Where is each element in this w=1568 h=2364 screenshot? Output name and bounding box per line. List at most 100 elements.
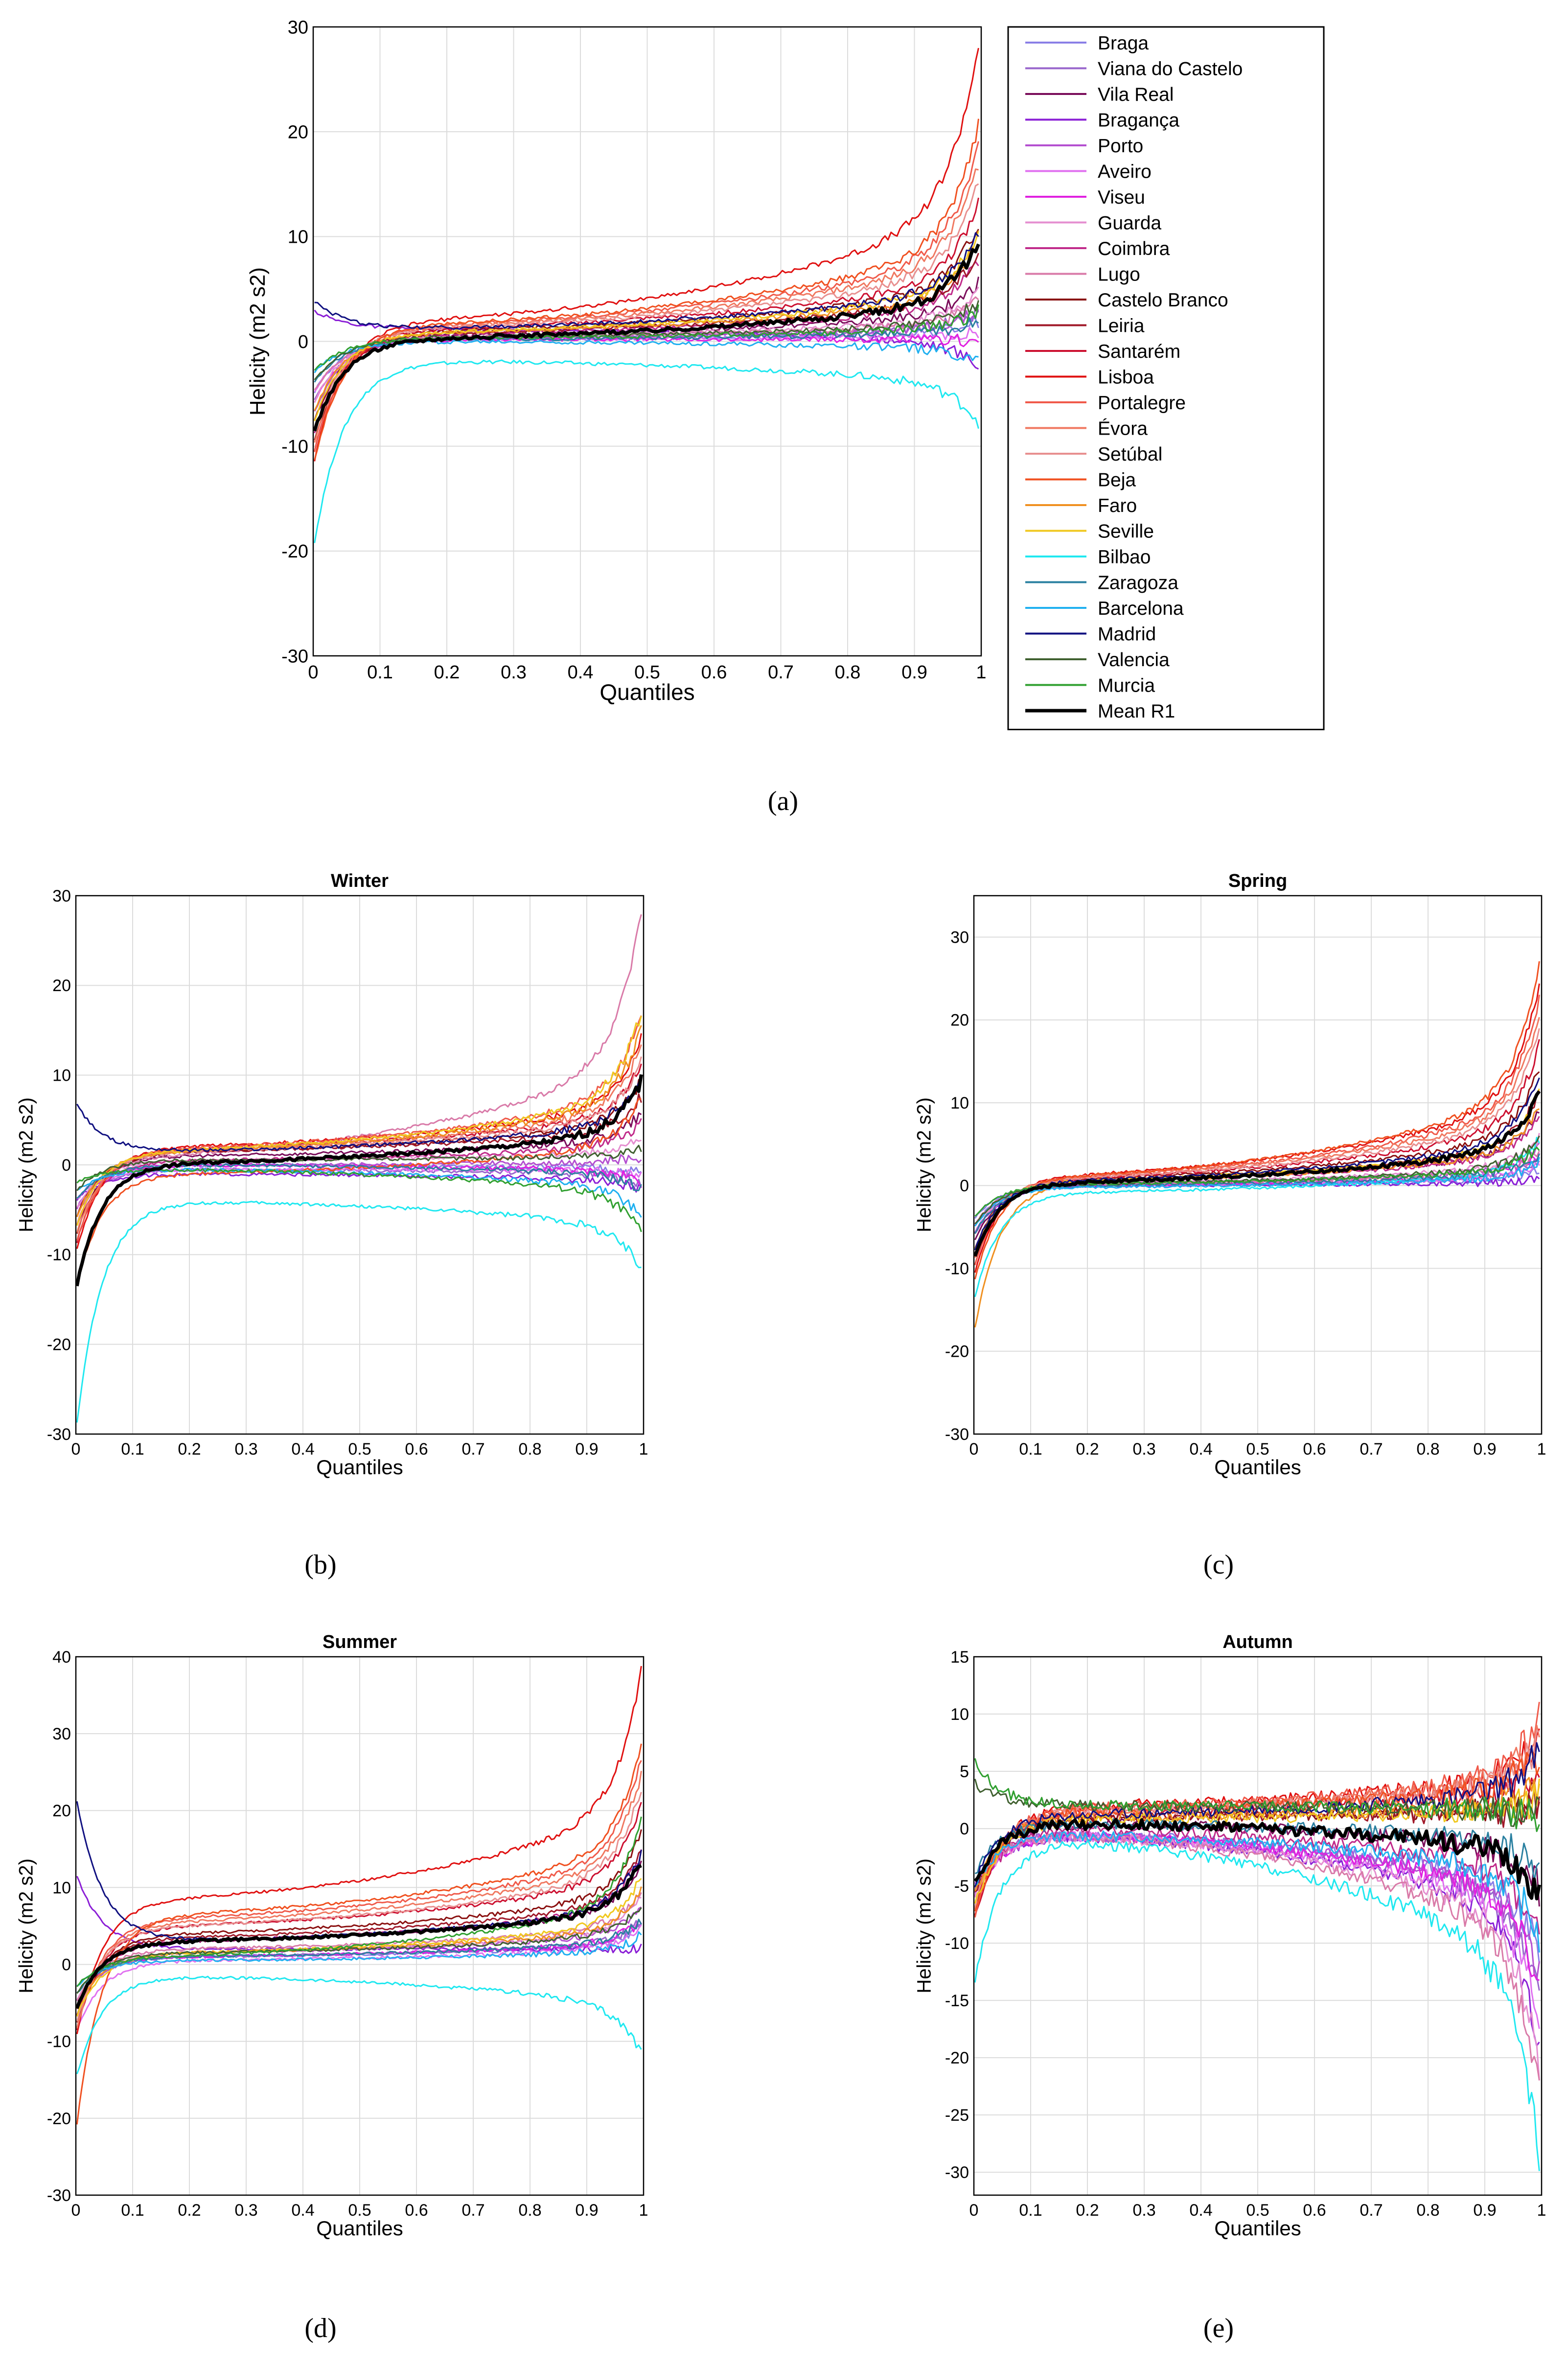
y-axis-label: Helicity (m2 s2) [246, 267, 270, 416]
legend-item: Lugo [1025, 264, 1140, 285]
legend-label: Vila Real [1098, 84, 1174, 105]
legend-item: Barcelona [1025, 598, 1184, 619]
x-tick-label: 0.3 [234, 1440, 257, 1459]
y-axis-label: Helicity (m2 s2) [16, 1858, 37, 1993]
x-tick-label: 0 [71, 2201, 81, 2220]
x-tick-label: 0.1 [1019, 1440, 1042, 1459]
series-line-seville [974, 1778, 1540, 1904]
legend-item: Coimbra [1025, 238, 1170, 259]
x-tick-label: 0.3 [234, 2201, 257, 2220]
x-tick-label: 1 [1537, 1440, 1546, 1459]
chart-panels: 0 0.1 0.2 0.3 0.4 0.5 0.6 0.7 0.8 0.9 1 -30 -20 -10 0 1… [16, 17, 1546, 2240]
x-tick-label: 0.2 [434, 662, 460, 683]
x-tick-label: 0.7 [461, 1440, 484, 1459]
y-tick-label: 5 [960, 1762, 969, 1781]
x-tick-label: 0.4 [1189, 1440, 1212, 1459]
y-tick-label: -10 [945, 1934, 969, 1953]
legend-item: Castelo Branco [1025, 290, 1228, 311]
series-line-madrid [76, 1076, 642, 1152]
x-tick-label: 0.9 [575, 2201, 598, 2220]
series-line-portalegre [76, 1760, 642, 2028]
y-tick-label: -10 [281, 437, 308, 457]
series-group [974, 961, 1541, 1328]
x-tick-label: 0.5 [348, 1440, 371, 1459]
legend-item: Bilbao [1025, 547, 1151, 568]
x-tick-label: 0.1 [121, 1440, 144, 1459]
y-tick-label: 30 [52, 1725, 71, 1743]
series-line-seville [314, 231, 979, 421]
legend-label: Viana do Castelo [1098, 59, 1243, 80]
series-line-barcelona [974, 1157, 1540, 1227]
x-tick-label: 0.5 [348, 2201, 371, 2220]
legend-label: Coimbra [1098, 238, 1170, 259]
x-tick-label: 0.6 [1303, 2201, 1326, 2220]
series-line--vora [314, 168, 979, 443]
series-line-set-bal [76, 1056, 642, 1225]
series-line-mean-r1 [76, 1864, 642, 2009]
y-tick-label: 20 [52, 976, 71, 995]
x-tick-label: 0.8 [518, 1440, 541, 1459]
legend-item: Porto [1025, 136, 1143, 157]
axes-frame [973, 895, 1543, 1435]
legend-label: Beja [1098, 470, 1136, 491]
y-tick-label: -30 [945, 2163, 969, 2182]
x-axis-label: Quantiles [316, 1456, 403, 1479]
legend-label: Mean R1 [1098, 701, 1175, 722]
series-group [76, 914, 643, 1423]
legend-item: Lisboa [1025, 367, 1154, 388]
panel-d: 0 0.1 0.2 0.3 0.4 0.5 0.6 0.7 0.8 0.9 1 -30 -20 -10 0 1… [16, 1632, 648, 2240]
legend-item: Beja [1025, 470, 1136, 491]
series-line-bilbao [314, 359, 979, 543]
x-tick-label: 1 [639, 2201, 648, 2220]
series-line-murcia [974, 1758, 1540, 1832]
x-tick-label: 1 [976, 662, 986, 683]
legend-label: Madrid [1098, 624, 1156, 645]
legend-label: Viseu [1098, 187, 1145, 208]
x-tick-label: 0 [308, 662, 318, 683]
axes-frame [312, 26, 982, 657]
series-line-murcia [76, 1168, 642, 1232]
x-tick-label: 0.2 [1076, 2201, 1099, 2220]
legend-label: Évora [1098, 418, 1148, 440]
x-tick-label: 0.4 [1189, 2201, 1212, 2220]
y-tick-label: -30 [281, 646, 308, 667]
series-line--vora [76, 1771, 642, 2029]
y-axis-label: Helicity (m2 s2) [16, 1097, 37, 1232]
x-tick-label: 0.6 [701, 662, 727, 683]
x-tick-label: 0.9 [901, 662, 927, 683]
legend-item: Madrid [1025, 624, 1156, 645]
legend-item: Faro [1025, 495, 1137, 516]
y-tick-label: -10 [47, 2033, 71, 2051]
y-tick-label: -25 [945, 2106, 969, 2125]
legend-item: Setúbal [1025, 444, 1162, 465]
series-line-murcia [76, 1816, 642, 1987]
series-line-lisboa [76, 1666, 642, 2035]
y-tick-label: 10 [950, 1705, 969, 1724]
caption-c: (c) [1203, 1550, 1234, 1580]
series-line-beja [314, 118, 979, 460]
series-line-castelo-branco [76, 1829, 642, 2023]
y-tick-label: -10 [47, 1246, 71, 1264]
x-axis-label: Quantiles [316, 2217, 403, 2240]
y-tick-label: 0 [298, 332, 308, 352]
x-tick-label: 0.8 [1416, 2201, 1439, 2220]
legend-item: Aveiro [1025, 162, 1152, 183]
series-line-vila-real [76, 1112, 642, 1217]
y-tick-label: -20 [47, 1336, 71, 1354]
legend-item: Zaragoza [1025, 573, 1178, 594]
series-line-bilbao [974, 1136, 1540, 1298]
caption-b: (b) [304, 1550, 336, 1580]
legend-label: Braga [1098, 33, 1149, 54]
series-line-beja [974, 961, 1540, 1279]
panel-a: 0 0.1 0.2 0.3 0.4 0.5 0.6 0.7 0.8 0.9 1 -30 -20 -10 0 1… [246, 17, 986, 705]
x-tick-label: 0.5 [1246, 2201, 1269, 2220]
x-tick-label: 0.1 [1019, 2201, 1042, 2220]
legend-label: Seville [1098, 521, 1154, 542]
series-line-mean-r1 [313, 243, 980, 432]
series-line-aveiro [77, 1166, 642, 1199]
legend-label: Barcelona [1098, 598, 1184, 619]
caption-a: (a) [768, 786, 798, 816]
series-line-beja [76, 1743, 642, 2125]
y-tick-label: -20 [945, 2049, 969, 2067]
series-line-lugo [314, 296, 979, 391]
